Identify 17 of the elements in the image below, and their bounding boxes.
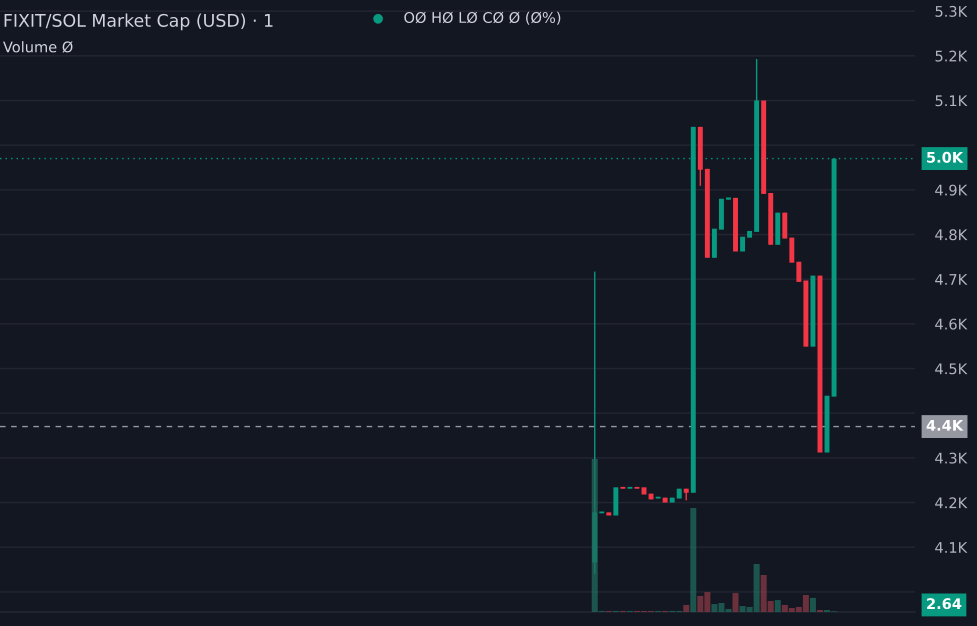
- text: FIXIT/SOL Market Cap (USD) · 1: [4, 14, 273, 30]
- y-tick-label: 4.7K: [935, 274, 968, 285]
- ref-line-label: 5.0K: [927, 152, 964, 163]
- y-tick-label: 5.3K: [936, 6, 968, 17]
- y-tick-label: 4.5K: [935, 363, 968, 374]
- y-tick-label: 5.1K: [936, 95, 968, 106]
- annotation: OØ HØ LØ CØ Ø (Ø%): [404, 12, 560, 25]
- y-tick-label: 4.1K: [935, 542, 968, 553]
- y-tick-label: 4.2K: [935, 497, 968, 508]
- y-tick-label: 4.8K: [935, 229, 968, 240]
- y-tick-label: 4.6K: [935, 318, 968, 330]
- annotation: Volume Ø: [3, 41, 73, 53]
- y-tick-label: 4.9K: [935, 184, 968, 196]
- text: 2.64: [927, 598, 962, 610]
- ref-line-label: 4.4K: [926, 420, 964, 431]
- y-tick-label: 4.3K: [935, 452, 968, 464]
- y-tick-label: 5.2K: [936, 50, 968, 62]
